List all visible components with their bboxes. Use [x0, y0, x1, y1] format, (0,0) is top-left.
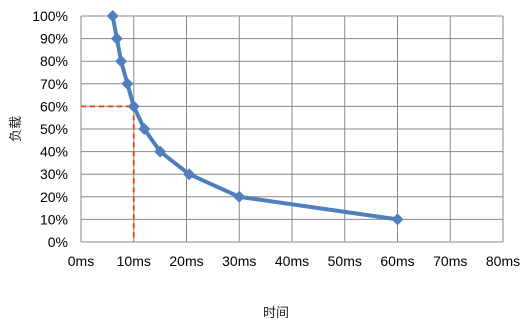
y-tick-label: 80%	[40, 53, 68, 69]
x-tick-label: 10ms	[117, 253, 151, 269]
x-tick-label: 80ms	[486, 253, 520, 269]
grid-lines	[80, 15, 504, 243]
y-tick-label: 90%	[40, 31, 68, 47]
data-point-marker	[110, 32, 123, 45]
reference-lines	[81, 105, 135, 242]
y-tick-label: 60%	[40, 98, 68, 114]
x-tick-label: 60ms	[380, 253, 414, 269]
data-point-marker	[183, 168, 196, 181]
y-tick-label: 0%	[48, 234, 68, 250]
y-axis-tick-labels: 0% 10% 20% 30% 40% 50% 60% 70% 80% 90% 100%	[32, 8, 68, 250]
x-axis-title: 时间	[263, 306, 289, 321]
data-point-marker	[115, 55, 128, 68]
data-point-marker	[121, 77, 134, 90]
x-tick-label: 0ms	[68, 253, 94, 269]
y-tick-label: 100%	[32, 8, 68, 24]
y-tick-label: 40%	[40, 144, 68, 160]
x-tick-label: 40ms	[275, 253, 309, 269]
y-tick-label: 70%	[40, 76, 68, 92]
data-point-marker	[106, 10, 119, 22]
data-point-marker	[138, 123, 151, 135]
series-line	[110, 14, 400, 222]
y-tick-label: 20%	[40, 189, 68, 205]
data-point-marker	[154, 145, 167, 158]
y-tick-label: 50%	[40, 121, 68, 137]
data-point-marker	[391, 213, 404, 226]
x-tick-label: 30ms	[222, 253, 256, 269]
x-tick-label: 50ms	[328, 253, 362, 269]
y-tick-label: 10%	[40, 211, 68, 227]
data-markers	[106, 10, 404, 226]
data-point-marker	[127, 100, 140, 113]
x-axis-tick-labels: 0ms 10ms 20ms 30ms 40ms 50ms 60ms 70ms 80ms	[68, 253, 520, 269]
y-tick-label: 30%	[40, 166, 68, 182]
x-tick-label: 20ms	[169, 253, 203, 269]
data-point-marker	[233, 190, 246, 203]
x-tick-label: 70ms	[433, 253, 467, 269]
y-axis-title: 负载	[9, 116, 24, 142]
